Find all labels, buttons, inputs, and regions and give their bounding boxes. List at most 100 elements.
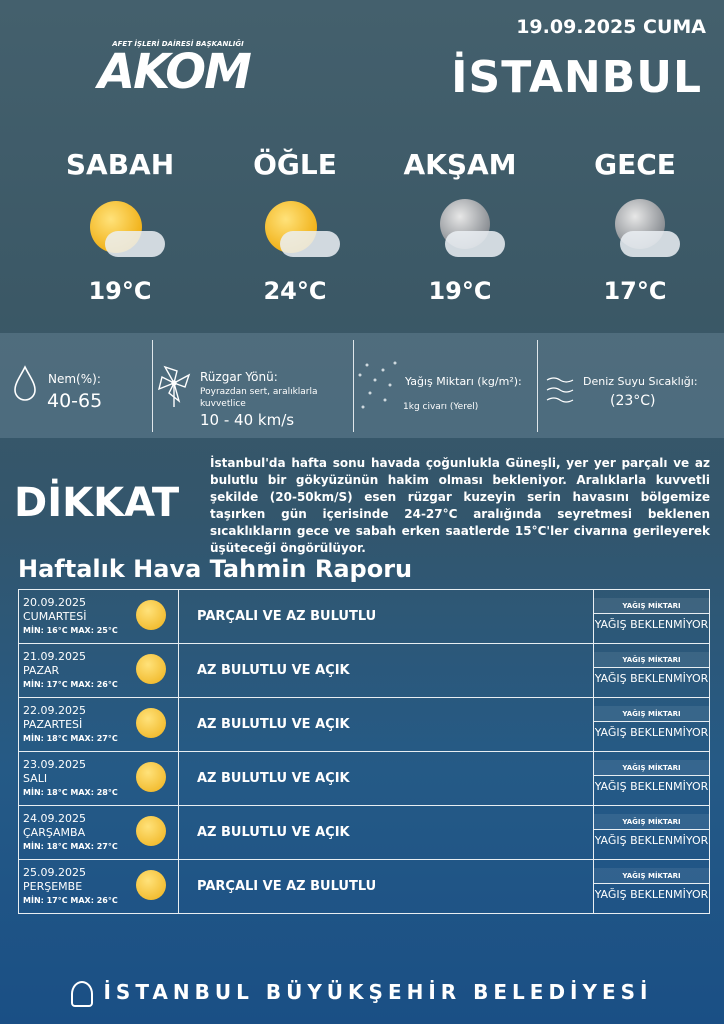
sun-cloud-icon (136, 654, 166, 684)
rain-header: YAĞIŞ MİKTARI (594, 652, 709, 668)
divider (537, 340, 538, 432)
period-temp: 24°C (263, 277, 327, 305)
rain-value: YAĞIŞ BEKLENMİYOR (594, 726, 709, 739)
sun-cloud-icon (136, 870, 166, 900)
sun-cloud-icon (136, 816, 166, 846)
min-max-temp: MİN: 16°C MAX: 25°C (23, 625, 118, 635)
min-max-temp: MİN: 17°C MAX: 26°C (23, 679, 118, 689)
rain-cell: YAĞIŞ MİKTARI YAĞIŞ BEKLENMİYOR (593, 643, 710, 698)
day-cell: 21.09.2025 PAZAR MİN: 17°C MAX: 26°C (18, 643, 179, 698)
divider (353, 340, 354, 432)
wind-label: Rüzgar Yönü: (200, 370, 278, 384)
period-name: ÖĞLE (253, 148, 337, 181)
rain-header: YAĞIŞ MİKTARI (594, 706, 709, 722)
period-name: SABAH (65, 148, 175, 181)
weekly-forecast-table: 20.09.2025 CUMARTESİ MİN: 16°C MAX: 25°C P… (18, 589, 710, 914)
footer-text: İSTANBUL BÜYÜKŞEHİR BELEDİYESİ (103, 980, 653, 1004)
rain-cell: YAĞIŞ MİKTARI YAĞIŞ BEKLENMİYOR (593, 697, 710, 752)
rain-cell: YAĞIŞ MİKTARI YAĞIŞ BEKLENMİYOR (593, 751, 710, 806)
day-name: PERŞEMBE (23, 879, 83, 893)
rain-value: YAĞIŞ BEKLENMİYOR (594, 618, 709, 631)
rain-header: YAĞIŞ MİKTARI (594, 598, 709, 614)
rain-value: YAĞIŞ BEKLENMİYOR (594, 780, 709, 793)
moon-cloud-icon (410, 191, 510, 271)
rain-label: Yağış Miktarı (kg/m²): (405, 375, 522, 388)
stats-strip (0, 333, 724, 438)
day-name: ÇARŞAMBA (23, 825, 86, 839)
sun-cloud-icon (136, 762, 166, 792)
humidity-label: Nem(%): (48, 372, 101, 386)
forecast-description: AZ BULUTLU VE AÇIK (178, 697, 594, 752)
rain-header: YAĞIŞ MİKTARI (594, 814, 709, 830)
day-cell: 22.09.2025 PAZARTESİ MİN: 18°C MAX: 27°C (18, 697, 179, 752)
period-2: AKŞAM 19°C (380, 148, 540, 305)
humidity-value: 40-65 (47, 390, 103, 412)
waves-icon (546, 377, 574, 403)
day-date: 24.09.2025 (23, 811, 86, 825)
day-name: PAZARTESİ (23, 717, 83, 731)
day-cell: 20.09.2025 CUMARTESİ MİN: 16°C MAX: 25°C (18, 589, 179, 644)
rain-value: YAĞIŞ BEKLENMİYOR (594, 888, 709, 901)
sun-cloud-icon (136, 708, 166, 738)
forecast-description: AZ BULUTLU VE AÇIK (178, 751, 594, 806)
period-3: GECE 17°C (555, 148, 715, 305)
day-cell: 23.09.2025 SALI MİN: 18°C MAX: 28°C (18, 751, 179, 806)
rain-value: YAĞIŞ BEKLENMİYOR (594, 834, 709, 847)
day-name: PAZAR (23, 663, 60, 677)
min-max-temp: MİN: 17°C MAX: 26°C (23, 895, 118, 905)
sun-cloud-icon (245, 191, 345, 271)
period-name: AKŞAM (403, 148, 517, 181)
table-row: 24.09.2025 ÇARŞAMBA MİN: 18°C MAX: 27°C AZ… (18, 805, 710, 860)
wind-description: Poyrazdan sert, aralıklarla kuvvetlice (200, 387, 318, 409)
sun-cloud-icon (136, 600, 166, 630)
pinwheel-icon (157, 365, 191, 407)
day-date: 25.09.2025 (23, 865, 86, 879)
rain-cell: YAĞIŞ MİKTARI YAĞIŞ BEKLENMİYOR (593, 859, 710, 914)
period-temp: 19°C (428, 277, 492, 305)
forecast-description: AZ BULUTLU VE AÇIK (178, 643, 594, 698)
warning-text: İstanbul'da hafta sonu havada çoğunlukla… (210, 456, 710, 555)
table-row: 23.09.2025 SALI MİN: 18°C MAX: 28°C AZ BUL… (18, 751, 710, 806)
rain-value: YAĞIŞ BEKLENMİYOR (594, 672, 709, 685)
day-cell: 25.09.2025 PERŞEMBE MİN: 17°C MAX: 26°C (18, 859, 179, 914)
rain-cell: YAĞIŞ MİKTARI YAĞIŞ BEKLENMİYOR (593, 589, 710, 644)
day-date: 23.09.2025 (23, 757, 86, 771)
moon-cloud-icon (585, 191, 685, 271)
logo-subtitle: AFET İŞLERİ DAİRESİ BAŞKANLIĞI (112, 40, 244, 48)
forecast-description: AZ BULUTLU VE AÇIK (178, 805, 594, 860)
table-row: 25.09.2025 PERŞEMBE MİN: 17°C MAX: 26°C PA… (18, 859, 710, 914)
sea-temp-label: Deniz Suyu Sıcaklığı: (583, 375, 698, 388)
sea-temp-value: (23°C) (610, 393, 656, 409)
period-temp: 17°C (603, 277, 667, 305)
date: 19.09.2025 CUMA (516, 16, 706, 38)
min-max-temp: MİN: 18°C MAX: 27°C (23, 733, 118, 743)
city-title: İSTANBUL (451, 52, 702, 103)
ibb-footer: İSTANBUL BÜYÜKŞEHİR BELEDİYESİ (0, 980, 724, 1007)
period-temp: 19°C (88, 277, 152, 305)
rain-cell: YAĞIŞ MİKTARI YAĞIŞ BEKLENMİYOR (593, 805, 710, 860)
period-0: SABAH 19°C (40, 148, 200, 305)
wind-value: 10 - 40 km/s (200, 411, 295, 429)
weekly-title: Haftalık Hava Tahmin Raporu (18, 555, 413, 583)
day-name: CUMARTESİ (23, 609, 87, 623)
rain-header: YAĞIŞ MİKTARI (594, 868, 709, 884)
day-date: 21.09.2025 (23, 649, 86, 663)
divider (152, 340, 153, 432)
min-max-temp: MİN: 18°C MAX: 27°C (23, 841, 118, 851)
period-name: GECE (594, 148, 676, 181)
rain-header: YAĞIŞ MİKTARI (594, 760, 709, 776)
day-date: 20.09.2025 (23, 595, 86, 609)
table-row: 22.09.2025 PAZARTESİ MİN: 18°C MAX: 27°C A… (18, 697, 710, 752)
min-max-temp: MİN: 18°C MAX: 28°C (23, 787, 118, 797)
forecast-description: PARÇALI VE AZ BULUTLU (178, 859, 594, 914)
day-name: SALI (23, 771, 48, 785)
forecast-description: PARÇALI VE AZ BULUTLU (178, 589, 594, 644)
day-date: 22.09.2025 (23, 703, 86, 717)
ibb-logo-icon (71, 980, 94, 1007)
sun-cloud-icon (70, 191, 170, 271)
table-row: 20.09.2025 CUMARTESİ MİN: 16°C MAX: 25°C P… (18, 589, 710, 644)
rain-icon (358, 361, 397, 409)
akom-logo: AFET İŞLERİ DAİRESİ BAŞKANLIĞI AKOM (98, 40, 258, 96)
water-drop-icon (14, 365, 36, 401)
period-1: ÖĞLE 24°C (215, 148, 375, 305)
